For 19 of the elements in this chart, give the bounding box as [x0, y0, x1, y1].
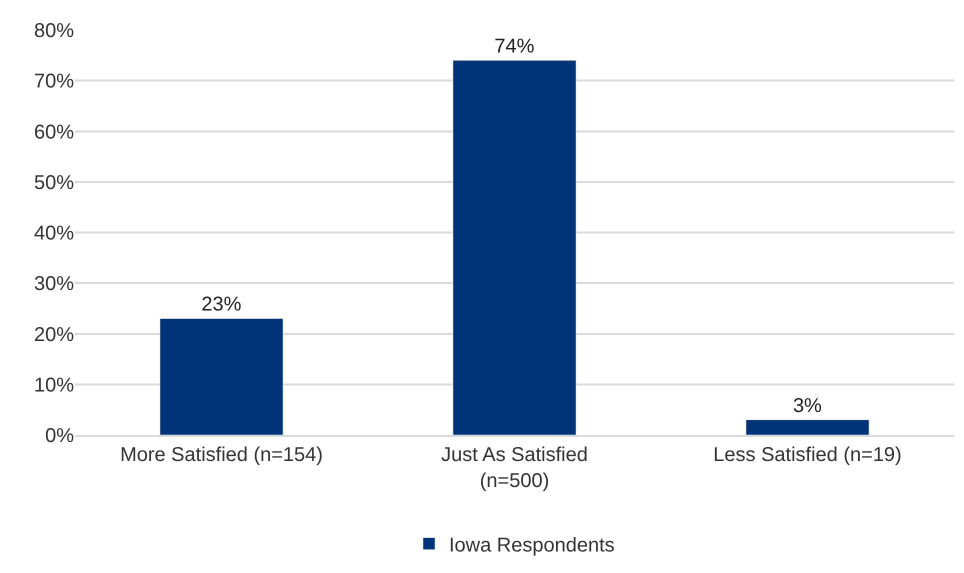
data-label: 74%	[494, 35, 535, 58]
y-tick-label: 50%	[34, 172, 74, 194]
y-tick-label: 30%	[34, 273, 74, 296]
y-tick-label: 40%	[34, 222, 74, 244]
bar	[746, 420, 870, 435]
y-tick-label: 10%	[34, 374, 74, 396]
data-label: 3%	[792, 394, 822, 417]
bar	[452, 60, 576, 435]
bar	[160, 318, 284, 435]
data-label: 23%	[201, 294, 242, 316]
y-tick-label: 60%	[34, 121, 74, 144]
x-tick-label: Less Satisfied (n=19)	[713, 444, 902, 466]
y-tick-label: 80%	[34, 20, 74, 42]
x-tick-label: Just As Satisfied (n=500)	[441, 444, 588, 492]
y-tick-label: 0%	[45, 425, 74, 447]
legend-label: Iowa Respondents	[449, 534, 615, 556]
y-tick-label: 20%	[34, 324, 74, 346]
x-tick-label: More Satisfied (n=154)	[120, 444, 323, 466]
y-tick-label: 70%	[34, 70, 74, 93]
